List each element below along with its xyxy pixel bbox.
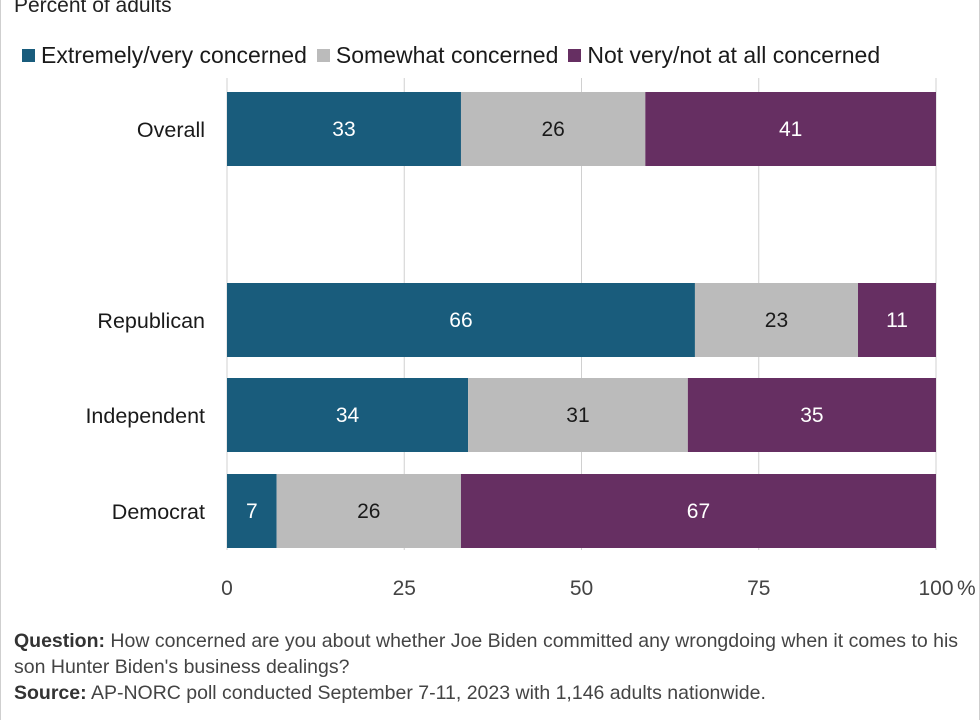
x-tick-label: 25 [393,577,416,600]
x-tick-label: 75 [747,577,770,600]
bar-segment-extremely [227,92,461,166]
source-text: AP-NORC poll conducted September 7-11, 2… [86,682,766,704]
x-tick-label: 0 [221,577,233,600]
data-label: 34 [336,404,360,427]
left-border [0,0,1,720]
data-label: 31 [566,404,589,427]
category-label: Democrat [112,500,205,524]
category-label: Republican [97,309,205,333]
data-label: 66 [449,309,472,332]
x-unit-label: % [957,577,976,600]
chart-legend: Extremely/very concerned Somewhat concer… [22,42,880,69]
legend-label-not: Not very/not at all concerned [587,42,881,68]
legend-item-extremely: Extremely/very concerned [22,42,307,69]
question-note: Question: How concerned are you about wh… [14,628,964,680]
data-label: 33 [332,118,355,141]
data-label: 26 [541,118,564,141]
legend-item-not: Not very/not at all concerned [568,42,880,69]
bar-segment-extremely [227,378,469,452]
legend-item-somewhat: Somewhat concerned [316,42,559,69]
stacked-bar-chart: 33 26 41 Overall 66 23 11 Republican 34 31 35 Indep… [85,78,976,600]
data-label: 23 [765,309,788,332]
category-label: Overall [137,118,205,142]
data-label: 67 [687,500,710,523]
bar-segment-somewhat [694,283,859,357]
bar-segment-not [858,283,936,357]
data-label: 11 [886,309,908,332]
chart-subtitle: Percent of adults [14,0,172,17]
bar-segment-somewhat [276,474,461,548]
legend-swatch-extremely [22,49,35,62]
bar-segment-somewhat [468,378,688,452]
data-label: 7 [246,500,258,523]
category-label: Independent [85,404,205,428]
legend-label-extremely: Extremely/very concerned [41,42,307,68]
data-label: 41 [779,118,802,141]
legend-label-somewhat: Somewhat concerned [335,42,559,68]
bar-segment-extremely [227,283,695,357]
source-note: Source: AP-NORC poll conducted September… [14,680,964,706]
bar-segment-extremely [227,474,277,548]
data-label: 26 [357,500,380,523]
bar-segment-somewhat [460,92,646,166]
legend-swatch-somewhat [316,49,330,62]
x-tick-label: 50 [570,577,593,600]
chart-footer: Question: How concerned are you about wh… [14,628,964,706]
bar-segment-not [460,474,936,548]
x-tick-label: 100 [918,577,953,600]
question-label: Question: [14,630,105,652]
bar-segment-not [687,378,936,452]
data-label: 35 [800,404,823,427]
source-label: Source: [14,682,87,704]
question-text: How concerned are you about whether Joe … [14,630,959,678]
bar-segment-not [645,92,936,166]
legend-swatch-not [568,49,582,62]
